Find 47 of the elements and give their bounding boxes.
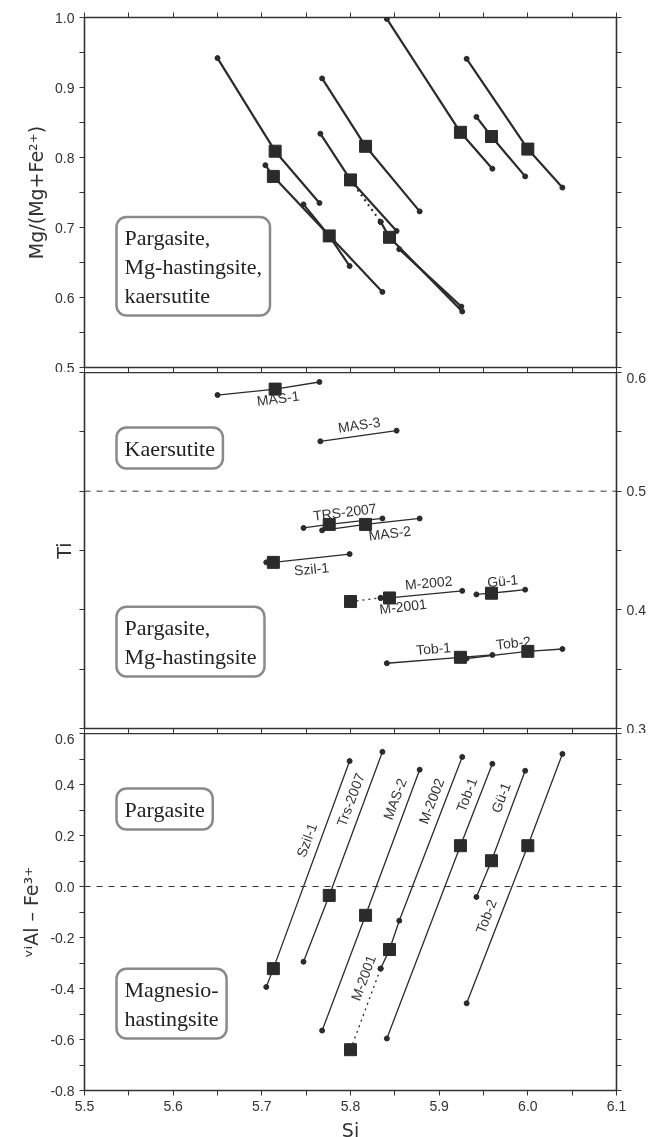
x-axis-title: Si <box>341 1118 360 1137</box>
x-tick-label: 6.1 <box>606 1097 627 1114</box>
y-tick-label: 0.8 <box>55 149 75 166</box>
text: Tob-2 <box>472 896 500 936</box>
y-tick-label: 0.7 <box>55 219 75 236</box>
y-tick-label: 0.4 <box>626 601 647 618</box>
x-tick-label: 5.7 <box>252 1097 272 1114</box>
text: TRS-2007 <box>312 500 378 524</box>
text: Tob-1 <box>452 775 481 815</box>
y-tick-label: 0.6 <box>55 730 75 747</box>
annotation: Pargasite, Mg-hastingsite <box>124 614 257 669</box>
annotation: Pargasite <box>124 796 205 822</box>
y-axis-title: ᵛⁱAl – Fe³⁺ <box>20 866 43 958</box>
y-tick-label: 0.9 <box>55 79 75 96</box>
y-tick-label: -0.8 <box>50 1082 75 1099</box>
y-tick-label: 0.5 <box>626 483 647 500</box>
annotation: Pargasite, Mg-hastingsite, kaersutite <box>124 225 262 308</box>
y-tick-label: 0.6 <box>55 289 75 306</box>
x-tick-label: 6.0 <box>518 1097 538 1114</box>
annotation: Magnesio- hastingsite <box>124 976 219 1031</box>
legend-label: MAS-1 <box>255 387 301 410</box>
text: Gü-1 <box>487 780 514 815</box>
y-tick-label: -0.6 <box>50 1031 75 1048</box>
x-tick-label: 5.5 <box>74 1097 95 1114</box>
y-axis-title: Ti <box>52 542 75 560</box>
y-tick-label: -0.4 <box>50 980 75 997</box>
text: Szil-1 <box>293 820 321 860</box>
y-tick-label: 0.6 <box>626 369 647 386</box>
y-tick-label: 0.0 <box>55 878 75 895</box>
text: Szil-1 <box>293 559 330 579</box>
x-tick-label: 5.9 <box>429 1097 450 1114</box>
text: MAS-2 <box>367 522 413 544</box>
y-axis-title: Mg/(Mg+Fe²⁺) <box>25 125 48 260</box>
series-label: M-2002 <box>404 572 454 593</box>
annotation: Kaersutite <box>124 435 215 461</box>
y-tick-label: 0.5 <box>55 359 75 376</box>
text: MAS-3 <box>336 413 382 436</box>
series-label: Tob-1 <box>415 639 452 658</box>
x-tick-label: 5.6 <box>163 1097 184 1114</box>
y-tick-label: 1.0 <box>55 9 75 26</box>
x-tick-label: 5.8 <box>340 1097 361 1114</box>
y-tick-label: -0.2 <box>50 929 75 946</box>
y-tick-label: 0.2 <box>55 827 75 844</box>
y-tick-label: 0.4 <box>55 776 75 793</box>
text: Gü-1 <box>486 571 520 591</box>
y-tick-label: 0.3 <box>626 720 647 737</box>
text: M-2001 <box>378 595 428 618</box>
